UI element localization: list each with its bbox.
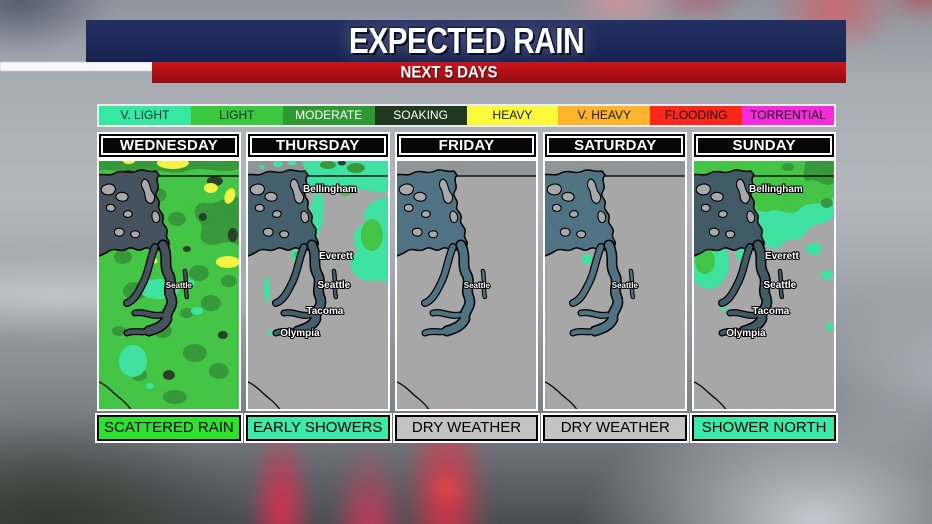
legend-item-heavy: HEAVY: [466, 106, 559, 125]
legend-item-v-heavy: V. HEAVY: [558, 106, 651, 125]
condition-label: SHOWER NORTH: [690, 413, 838, 443]
condition-label: EARLY SHOWERS: [243, 413, 392, 443]
day-header: WEDNESDAY: [101, 136, 237, 155]
panel-wednesday: WEDNESDAY Seattle SCATTERED RAIN: [95, 132, 243, 443]
svg-text:Seattle: Seattle: [166, 281, 193, 290]
legend-item-light: LIGHT: [190, 106, 283, 125]
condition-label: DRY WEATHER: [392, 413, 541, 443]
forecast-map: Seattle: [97, 159, 241, 411]
svg-text:Seattle: Seattle: [463, 281, 490, 290]
background-light-band: [0, 62, 154, 71]
day-header-frame: WEDNESDAY: [97, 132, 241, 159]
title-banner: EXPECTED RAIN: [86, 20, 846, 62]
subtitle-banner: NEXT 5 DAYS: [152, 62, 846, 83]
legend-item-soaking: SOAKING: [374, 106, 467, 125]
panel-sunday: SUNDAY Bellingham Everett Seattle Tacoma Oly…: [690, 132, 838, 443]
svg-text:Seattle: Seattle: [317, 280, 350, 291]
day-header-frame: SATURDAY: [543, 132, 688, 159]
rain-intensity-legend: V. LIGHT LIGHT MODERATE SOAKING HEAVY V.…: [97, 104, 836, 127]
svg-text:Bellingham: Bellingham: [303, 184, 357, 195]
page-title: EXPECTED RAIN: [348, 19, 584, 62]
page-subtitle: NEXT 5 DAYS: [400, 63, 498, 82]
day-header: THURSDAY: [249, 136, 386, 155]
svg-text:Bellingham: Bellingham: [749, 184, 803, 195]
forecast-map: Bellingham Everett Seattle Tacoma Olympia: [692, 159, 836, 411]
day-header-frame: THURSDAY: [245, 132, 390, 159]
legend-item-flooding: FLOODING: [650, 106, 743, 125]
svg-text:Everett: Everett: [765, 251, 800, 262]
legend-item-moderate: MODERATE: [282, 106, 375, 125]
day-header: SATURDAY: [547, 136, 684, 155]
panel-thursday: THURSDAY Bellingham Everett Seattle Tacoma O…: [243, 132, 392, 443]
forecast-map: Seattle: [394, 159, 539, 411]
svg-text:Olympia: Olympia: [280, 328, 320, 339]
condition-label: DRY WEATHER: [541, 413, 690, 443]
day-header: FRIDAY: [398, 136, 535, 155]
day-header-frame: FRIDAY: [394, 132, 539, 159]
svg-text:Everett: Everett: [319, 251, 354, 262]
forecast-panels: WEDNESDAY Seattle SCATTERED RAIN THURSDA…: [95, 132, 838, 443]
legend-item-v-light: V. LIGHT: [99, 106, 191, 125]
svg-text:Seattle: Seattle: [764, 280, 797, 291]
svg-text:Tacoma: Tacoma: [306, 306, 343, 317]
day-header: SUNDAY: [696, 136, 832, 155]
day-header-frame: SUNDAY: [692, 132, 836, 159]
panel-saturday: SATURDAY Seattle DRY WEATHER: [541, 132, 690, 443]
legend-item-torrential: TORRENTIAL: [742, 106, 834, 125]
forecast-map: Bellingham Everett Seattle Tacoma Olympia: [245, 159, 390, 411]
svg-text:Seattle: Seattle: [612, 281, 639, 290]
panel-friday: FRIDAY Seattle DRY WEATHER: [392, 132, 541, 443]
condition-label: SCATTERED RAIN: [95, 413, 243, 443]
svg-text:Olympia: Olympia: [726, 328, 766, 339]
forecast-map: Seattle: [543, 159, 688, 411]
svg-text:Tacoma: Tacoma: [753, 306, 790, 317]
